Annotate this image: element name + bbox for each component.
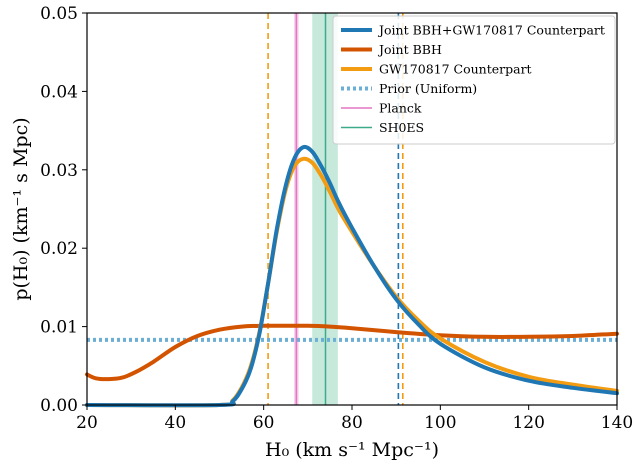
x-tick-label-1: 40 (165, 413, 187, 433)
y-tick-label-5: 0.05 (40, 4, 78, 24)
bands-layer (294, 13, 338, 405)
y-tick-label-2: 0.02 (40, 239, 78, 259)
series-line-1 (85, 323, 619, 382)
x-tick-label-3: 80 (341, 413, 363, 433)
x-tick-label-5: 120 (512, 413, 544, 433)
series-line-2 (85, 156, 619, 408)
legend-label-planck: Planck (379, 101, 422, 116)
y-tick-label-0: 0.00 (40, 396, 78, 416)
x-tick-label-0: 20 (76, 413, 98, 433)
legend: Joint BBH+GW170817 Counterpart Joint BBH… (332, 15, 616, 145)
legend-label-bbh: Joint BBH (377, 42, 442, 57)
legend-label-prior: Prior (Uniform) (379, 81, 477, 96)
y-tick-label-4: 0.04 (40, 82, 78, 102)
x-axis-label: H₀ (km s⁻¹ Mpc⁻¹) (265, 439, 439, 461)
x-tick-label-6: 140 (601, 413, 633, 433)
y-tick-label-3: 0.03 (40, 161, 78, 181)
ticks-layer: 20 40 60 80 100 120 140 0.00 0.01 0.02 0.03 0.04 0.0… (40, 4, 633, 433)
x-tick-label-2: 60 (253, 413, 275, 433)
legend-label-counterpart: GW170817 Counterpart (379, 62, 532, 77)
y-tick-label-1: 0.01 (40, 318, 78, 338)
y-axis-label: p(H₀) (km⁻¹ s Mpc) (10, 117, 32, 300)
x-tick-label-4: 100 (424, 413, 456, 433)
legend-label-joint: Joint BBH+GW170817 Counterpart (377, 23, 605, 38)
legend-box (332, 15, 616, 145)
series-layer (85, 144, 619, 408)
series-line-0 (85, 144, 619, 408)
legend-label-shoes: SH0ES (379, 120, 424, 135)
